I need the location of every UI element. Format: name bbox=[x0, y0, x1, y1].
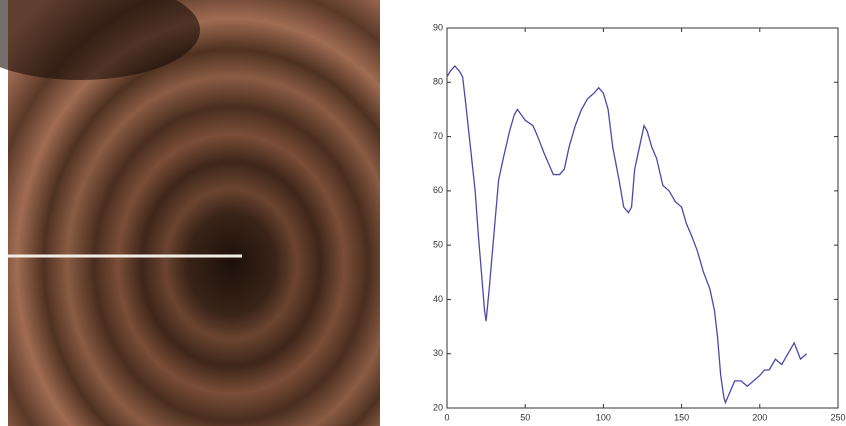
y-tick-label: 70 bbox=[433, 131, 443, 141]
fold-shadow bbox=[0, 0, 200, 80]
y-tick-label: 40 bbox=[433, 294, 443, 304]
y-tick-label: 80 bbox=[433, 77, 443, 87]
x-tick-label: 200 bbox=[752, 412, 767, 422]
plot-frame bbox=[446, 27, 839, 409]
x-tick-label: 50 bbox=[520, 412, 530, 422]
y-tick-label: 30 bbox=[433, 348, 443, 358]
x-tick-label: 100 bbox=[596, 412, 611, 422]
endoscopic-image bbox=[0, 0, 380, 426]
data-line bbox=[446, 65, 808, 405]
x-tick-label: 250 bbox=[830, 412, 845, 422]
y-tick-label: 50 bbox=[433, 240, 443, 250]
y-tick-label: 90 bbox=[433, 22, 443, 32]
y-tick-label: 60 bbox=[433, 185, 443, 195]
x-tick-label: 0 bbox=[444, 412, 449, 422]
y-tick-label: 20 bbox=[433, 402, 443, 412]
x-tick-label: 150 bbox=[674, 412, 689, 422]
